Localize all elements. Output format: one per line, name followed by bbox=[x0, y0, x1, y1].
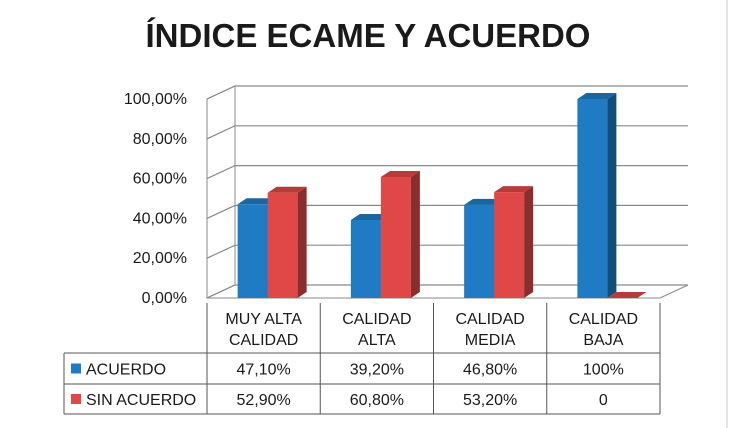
data-label: 53,20% bbox=[463, 392, 517, 409]
bar-top bbox=[464, 198, 504, 205]
bar-front bbox=[350, 219, 381, 298]
legend-label: ACUERDO bbox=[86, 362, 166, 379]
data-label: 60,80% bbox=[350, 392, 404, 409]
bar-side bbox=[524, 186, 534, 298]
gridline bbox=[206, 284, 688, 299]
bar-top bbox=[494, 186, 534, 193]
category-label: ALTA bbox=[358, 332, 396, 349]
data-label: 0 bbox=[599, 392, 608, 409]
bar-side bbox=[607, 93, 617, 298]
category-label: CALIDAD bbox=[455, 311, 524, 328]
category-label: CALIDAD bbox=[229, 332, 298, 349]
y-axis: 0,00% 20,00% 40,00% 60,00% 80,00% 100,00% bbox=[124, 91, 208, 307]
bar-front bbox=[494, 192, 525, 298]
y-tick-label: 100,00% bbox=[124, 91, 187, 108]
bar-sin-acuerdo bbox=[607, 292, 647, 298]
chart-title: ÍNDICE ECAME Y ACUERDO bbox=[146, 17, 591, 54]
legend-swatch bbox=[71, 363, 81, 374]
bar-top bbox=[237, 198, 277, 205]
bar-sin-acuerdo bbox=[267, 186, 307, 298]
data-label: 100% bbox=[583, 362, 624, 379]
bar-top bbox=[350, 213, 390, 220]
bar-sin-acuerdo bbox=[380, 171, 420, 298]
bar-acuerdo bbox=[577, 93, 617, 298]
category-label: MEDIA bbox=[465, 332, 516, 349]
y-tick-label: 60,00% bbox=[133, 171, 187, 188]
category-label: CALIDAD bbox=[569, 311, 638, 328]
legend-label: SIN ACUERDO bbox=[86, 392, 196, 409]
bar-top bbox=[380, 171, 420, 178]
bar-sin-acuerdo bbox=[494, 186, 534, 298]
bar-front bbox=[267, 192, 298, 298]
bar-front bbox=[464, 204, 495, 298]
bars bbox=[237, 93, 647, 298]
bar-front bbox=[380, 177, 411, 298]
bar-top bbox=[577, 93, 617, 99]
gridline bbox=[206, 165, 688, 180]
bar-side bbox=[297, 186, 307, 298]
category-label: CALIDAD bbox=[342, 311, 411, 328]
gridline bbox=[206, 125, 688, 140]
bar-front bbox=[577, 99, 608, 298]
data-label: 46,80% bbox=[463, 362, 517, 379]
y-tick-label: 80,00% bbox=[133, 131, 187, 148]
category-label: MUY ALTA bbox=[225, 311, 302, 328]
y-tick-label: 0,00% bbox=[142, 290, 187, 307]
gridline bbox=[206, 244, 688, 259]
gridline bbox=[206, 204, 688, 219]
gridline bbox=[206, 85, 688, 100]
category-label: BAJA bbox=[583, 332, 623, 349]
bar-front bbox=[237, 204, 268, 298]
data-label: 39,20% bbox=[350, 362, 404, 379]
side-wall bbox=[206, 85, 236, 299]
data-table: MUY ALTA CALIDAD CALIDAD ALTA CALIDAD MEDIA CA… bbox=[63, 303, 661, 415]
bar-top bbox=[267, 186, 307, 193]
data-label: 47,10% bbox=[236, 362, 290, 379]
y-tick-label: 20,00% bbox=[133, 250, 187, 267]
gridlines bbox=[206, 85, 688, 299]
bar-top bbox=[607, 292, 647, 298]
bar-side bbox=[410, 171, 420, 298]
legend-swatch bbox=[71, 394, 81, 404]
y-tick-label: 40,00% bbox=[133, 210, 187, 227]
data-label: 52,90% bbox=[236, 392, 290, 409]
